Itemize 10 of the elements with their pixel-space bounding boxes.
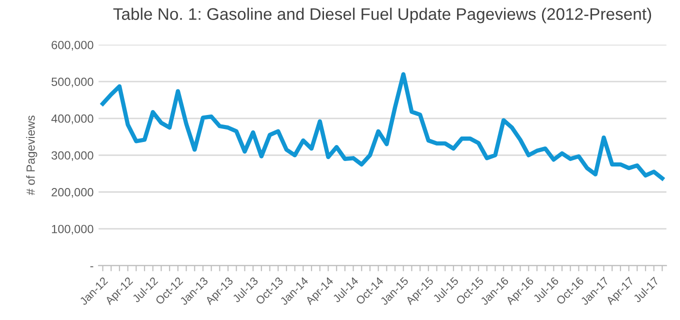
y-tick-label: - bbox=[90, 266, 94, 268]
y-axis-title: # of Pageviews bbox=[26, 116, 38, 196]
y-tick-label: 400,000 bbox=[51, 114, 94, 124]
y-tick-label: 200,000 bbox=[52, 188, 94, 198]
y-tick-label: 600,000 bbox=[52, 40, 94, 51]
line-series bbox=[100, 72, 664, 180]
y-tick-label: 500,000 bbox=[52, 78, 94, 88]
chart-title: Table No. 1: Gasoline and Diesel Fuel Update Pageviews (2012-Present) bbox=[113, 8, 652, 24]
y-tick-label: 100,000 bbox=[52, 224, 94, 235]
y-tick-label: 300,000 bbox=[52, 151, 94, 161]
